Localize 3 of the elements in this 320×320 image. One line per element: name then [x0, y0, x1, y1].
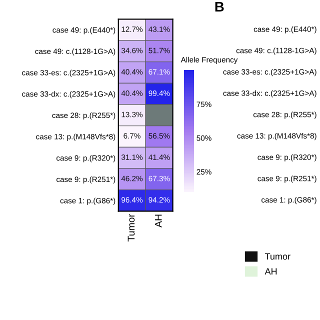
legend-label: Tumor [264, 253, 290, 260]
legend-label: AH [264, 268, 277, 274]
text: B [215, 2, 224, 12]
